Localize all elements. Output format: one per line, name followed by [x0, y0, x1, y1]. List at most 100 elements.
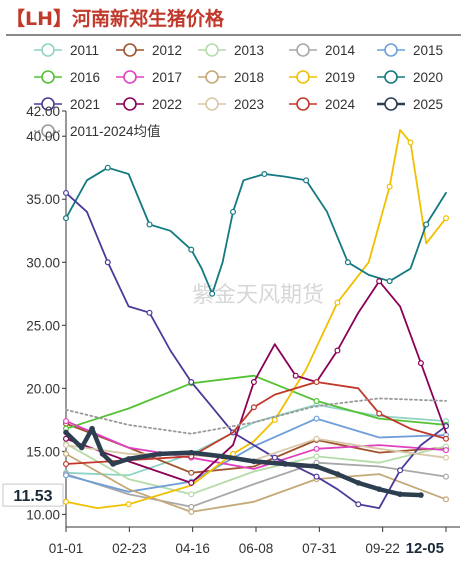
series-point	[250, 404, 257, 411]
series-point	[188, 246, 195, 253]
title-divider	[6, 34, 461, 36]
series-point	[271, 416, 278, 423]
series-point	[188, 508, 195, 515]
legend-item-2018[interactable]: 2018	[198, 70, 264, 85]
legend-item-2019[interactable]: 2019	[289, 70, 355, 85]
legend-label: 2022	[152, 97, 182, 112]
series-point	[188, 503, 195, 510]
legend-item-2021[interactable]: 2021	[34, 97, 100, 112]
series-point	[417, 360, 424, 367]
legend-item-2017[interactable]: 2017	[116, 70, 182, 85]
series-point	[443, 215, 450, 222]
legend-item-2012[interactable]: 2012	[116, 43, 182, 58]
series-point	[146, 221, 153, 228]
series-line	[65, 128, 447, 510]
legend-item-2011[interactable]: 2011	[34, 43, 99, 58]
series-point	[188, 379, 195, 386]
legend-label: 2025	[413, 97, 443, 112]
series-point	[282, 461, 289, 467]
series-2024	[62, 379, 450, 467]
series-point	[376, 486, 382, 492]
series-2022	[62, 278, 447, 486]
series-point	[397, 467, 404, 474]
x-tick-label: 12-05	[406, 540, 444, 557]
legend-swatch-marker	[296, 97, 310, 111]
legend-swatch-marker	[41, 97, 55, 111]
series-point	[188, 491, 195, 498]
series-point	[230, 208, 237, 215]
series-point	[355, 501, 362, 508]
series-line	[65, 461, 447, 508]
series-point	[188, 449, 195, 456]
legend-item-2025[interactable]: 2025	[377, 97, 443, 112]
legend-item-2011-2024均值[interactable]: 2011-2024均值	[34, 124, 161, 139]
series-2018	[62, 450, 450, 515]
series-point	[303, 177, 310, 184]
legend-swatch-marker	[41, 124, 55, 138]
legend-swatch-marker	[296, 70, 310, 84]
series-2011-2024均值	[65, 397, 447, 435]
series-line	[65, 166, 447, 295]
series-point	[423, 221, 430, 228]
legend-label: 2012	[152, 43, 182, 58]
series-point	[188, 469, 195, 476]
series-point	[62, 498, 69, 505]
series-point	[63, 429, 69, 436]
x-tick-label: 07-31	[302, 541, 337, 556]
x-tick-label: 09-22	[365, 541, 400, 556]
series-point	[146, 309, 153, 316]
legend-item-2024[interactable]: 2024	[289, 97, 356, 112]
series-2012	[62, 420, 450, 476]
y-tick-label: 15.00	[26, 444, 60, 459]
series-point	[78, 444, 85, 451]
legend-label: 2018	[234, 70, 264, 85]
series-point	[219, 453, 226, 460]
legend-swatch-marker	[384, 70, 398, 84]
series-point	[443, 473, 450, 480]
series-point	[334, 299, 341, 306]
x-tick-label: 02-23	[112, 541, 147, 556]
legend-label: 2017	[152, 70, 182, 85]
legend-swatch-marker	[41, 43, 55, 57]
legend-item-2015[interactable]: 2015	[377, 43, 443, 58]
legend-label: 2024	[325, 97, 356, 112]
legend-swatch-marker	[205, 97, 219, 111]
series-point	[313, 415, 320, 422]
series-line	[65, 442, 447, 496]
legend-swatch-marker	[123, 70, 137, 84]
series-line	[65, 381, 447, 465]
y-tick-label: 40.00	[26, 129, 60, 144]
series-point	[313, 463, 320, 470]
series-line	[65, 420, 447, 470]
series-point	[271, 454, 278, 461]
series-line	[65, 417, 447, 493]
legend: 2011 2012 2013 2014 2015 2016 2017 2018 2019 2020…	[34, 43, 443, 139]
series-point	[443, 496, 450, 503]
legend-item-2020[interactable]: 2020	[377, 70, 443, 85]
series-point	[334, 347, 341, 354]
legend-item-2016[interactable]: 2016	[34, 70, 100, 85]
chart-title: 【LH】河南新郑生猪价格	[6, 8, 225, 30]
series-lines	[62, 128, 450, 515]
series-point	[313, 453, 320, 460]
series-point	[313, 397, 320, 404]
legend-item-2023[interactable]: 2023	[198, 97, 264, 112]
legend-item-2014[interactable]: 2014	[289, 43, 356, 58]
series-point	[443, 447, 450, 454]
series-line	[65, 280, 447, 484]
y-tick-label: 30.00	[26, 255, 60, 270]
series-2015	[62, 415, 450, 493]
series-point	[209, 290, 216, 297]
series-point	[62, 442, 69, 449]
y-tick-label: 25.00	[26, 318, 60, 333]
series-point	[376, 410, 383, 417]
legend-item-2013[interactable]: 2013	[198, 43, 264, 58]
x-axis: 01-01 02-23 04-16 06-08 07-31 09-22 12-05	[49, 526, 460, 557]
series-point	[313, 473, 320, 480]
series-point	[313, 445, 320, 452]
series-point	[62, 450, 69, 457]
series-point	[418, 492, 424, 498]
series-point	[62, 472, 69, 479]
legend-item-2022[interactable]: 2022	[116, 97, 182, 112]
current-value-box	[2, 483, 64, 507]
